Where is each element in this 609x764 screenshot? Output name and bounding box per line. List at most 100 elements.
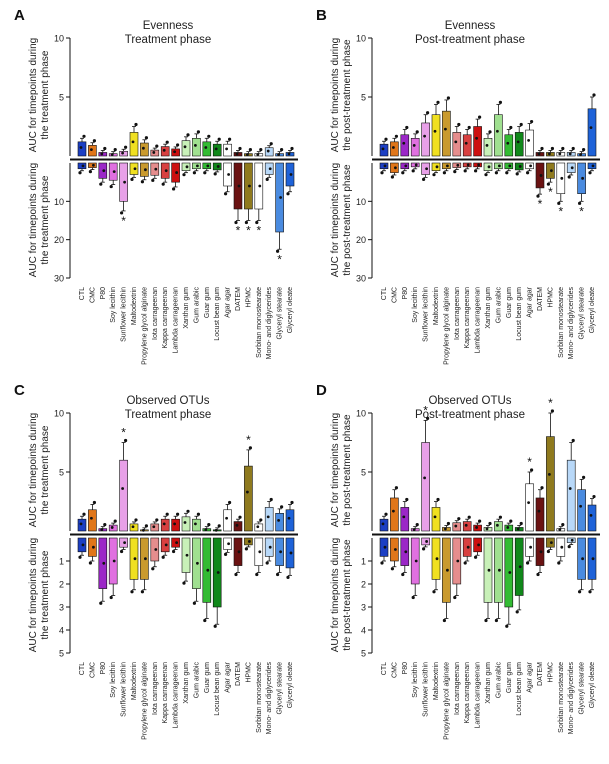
- bar-upper: [535, 497, 545, 532]
- datapoint-lower: [102, 169, 106, 173]
- datapoint-upper: [214, 147, 218, 151]
- datapoint-upper: [384, 512, 388, 516]
- bar-upper: [212, 143, 222, 157]
- datapoint-upper: [433, 515, 437, 519]
- datapoint-lower: [154, 548, 158, 551]
- datapoint-lower: [474, 555, 478, 559]
- datapoint-upper: [568, 487, 572, 490]
- ylabel-lower-line1: AUC for timepoints during: [330, 538, 341, 653]
- datapoint-upper: [457, 122, 461, 127]
- datapoint-lower: [182, 173, 186, 177]
- datapoint-upper: [571, 146, 575, 151]
- datapoint-lower: [508, 164, 512, 168]
- ylabel-upper-line1: AUC for timepoints during: [330, 413, 341, 528]
- x-tick-label: Lambda carrageenan: [173, 287, 180, 354]
- datapoint-lower: [123, 541, 126, 544]
- datapoint-upper: [162, 148, 166, 152]
- datapoint-upper: [478, 115, 482, 119]
- datapoint-upper: [103, 523, 107, 527]
- bar-upper: [504, 134, 514, 157]
- datapoint-upper: [186, 133, 190, 137]
- datapoint-lower: [224, 192, 228, 196]
- datapoint-upper: [384, 137, 388, 141]
- datapoint-lower: [557, 201, 561, 205]
- datapoint-lower: [591, 557, 595, 561]
- datapoint-lower: [276, 572, 280, 577]
- x-tick-label: Gum arabic: [193, 287, 200, 324]
- datapoint-lower: [529, 545, 532, 549]
- datapoint-lower: [203, 171, 207, 175]
- x-tick-label: P80: [402, 287, 409, 300]
- bar-upper: [452, 132, 462, 157]
- bar-upper: [160, 518, 170, 532]
- datapoint-lower: [518, 565, 522, 569]
- datapoint-lower: [435, 165, 439, 169]
- datapoint-upper: [381, 522, 385, 526]
- datapoint-lower: [133, 167, 137, 171]
- datapoint-lower: [196, 561, 199, 565]
- datapoint-lower: [578, 590, 582, 594]
- datapoint-lower: [456, 559, 460, 563]
- datapoint-lower: [474, 169, 478, 173]
- datapoint-upper: [277, 518, 280, 522]
- bar-upper: [525, 483, 534, 532]
- datapoint-upper: [530, 119, 534, 124]
- x-tick-label: Glyceryl oleate: [589, 662, 596, 708]
- datapoint-upper: [496, 129, 499, 133]
- bar-upper: [88, 145, 97, 157]
- datapoint-upper: [256, 153, 260, 156]
- datapoint-lower: [383, 545, 387, 549]
- datapoint-lower: [164, 169, 168, 173]
- datapoint-upper: [592, 93, 596, 97]
- datapoint-lower: [498, 568, 501, 572]
- ylabel-upper-line2: the treatment phase: [40, 50, 51, 139]
- datapoint-lower: [130, 177, 134, 181]
- y-tick-label-upper: 5: [361, 468, 366, 478]
- datapoint-upper: [540, 486, 544, 490]
- x-tick-label: Sorbitan monostearate: [256, 662, 263, 733]
- datapoint-upper: [519, 521, 523, 526]
- datapoint-lower: [401, 171, 405, 175]
- x-tick-label: Soy lecithin: [412, 662, 419, 698]
- datapoint-lower: [588, 171, 592, 175]
- datapoint-lower: [81, 543, 85, 547]
- datapoint-upper: [152, 151, 156, 154]
- datapoint-lower: [78, 171, 82, 175]
- x-tick-label: Kappa carrageenan: [464, 287, 471, 349]
- datapoint-lower: [192, 601, 196, 605]
- x-tick-label: HPMC: [245, 662, 252, 683]
- datapoint-lower: [390, 175, 394, 179]
- bar-upper: [400, 507, 410, 532]
- datapoint-upper: [194, 522, 197, 526]
- bar-upper: [483, 138, 493, 157]
- datapoint-lower: [550, 541, 553, 544]
- datapoint-upper: [204, 146, 208, 149]
- datapoint-upper: [444, 127, 447, 131]
- datapoint-upper: [454, 524, 458, 528]
- datapoint-upper: [165, 140, 169, 144]
- datapoint-upper: [467, 125, 471, 130]
- y-tick-label-lower: 30: [356, 274, 366, 284]
- datapoint-upper: [392, 509, 395, 513]
- datapoint-upper: [550, 146, 554, 151]
- bar-upper: [421, 122, 430, 157]
- datapoint-lower: [414, 163, 418, 167]
- datapoint-upper: [228, 500, 232, 505]
- datapoint-lower: [536, 572, 540, 577]
- datapoint-lower: [484, 173, 488, 177]
- x-tick-label: CMC: [89, 662, 96, 678]
- x-tick-label: DATEM: [235, 662, 242, 686]
- datapoint-upper: [582, 475, 586, 479]
- datapoint-lower: [164, 543, 168, 547]
- datapoint-upper: [464, 523, 468, 527]
- datapoint-lower: [161, 182, 165, 186]
- datapoint-lower: [570, 538, 574, 542]
- datapoint-upper: [256, 525, 260, 529]
- datapoint-upper: [259, 148, 263, 152]
- datapoint-lower: [570, 166, 574, 170]
- datapoint-upper: [280, 505, 284, 509]
- bar-upper: [390, 497, 399, 532]
- datapoint-upper: [196, 130, 200, 134]
- ylabel-upper-line1: AUC for timepoints during: [28, 38, 39, 153]
- x-tick-label: Agar agar: [225, 661, 232, 692]
